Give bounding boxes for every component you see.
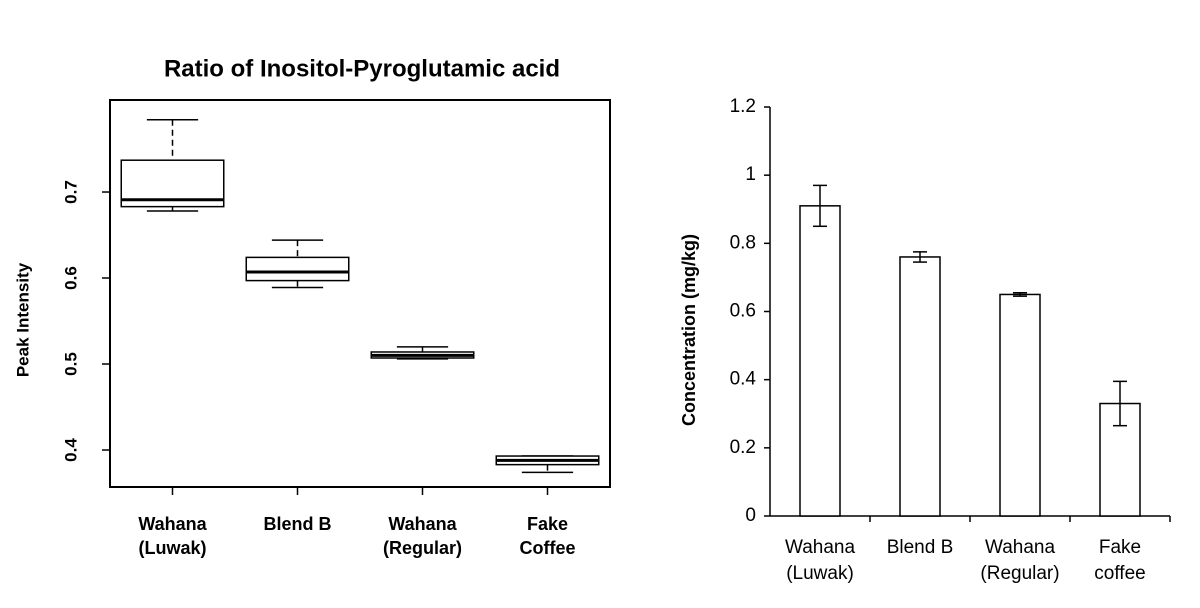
x-tick-label: Blend B (887, 537, 954, 558)
y-tick-label: 0.4 (730, 369, 757, 390)
chart-title: Ratio of Inositol-Pyroglutamic acid (164, 55, 560, 82)
y-tick-label: 0.7 (61, 180, 80, 204)
x-tick-label: Wahana (Luwak) (785, 537, 855, 584)
y-tick-label: 0.8 (730, 232, 756, 253)
y-tick-label: 0.4 (61, 438, 80, 462)
plot-frame (109, 99, 611, 488)
y-tick-label: 1 (745, 164, 756, 185)
y-tick-label: 0.2 (730, 437, 756, 458)
x-tick-label: Wahana (Regular) (383, 514, 462, 558)
box (245, 256, 350, 282)
x-tick-label: Blend B (263, 514, 331, 534)
y-axis-label: Concentration (mg/kg) (679, 234, 699, 426)
y-tick-label: 0.5 (61, 352, 80, 376)
y-tick-label: 1.2 (730, 96, 756, 117)
y-tick-label: 0.6 (61, 266, 80, 290)
x-tick-label: Fake coffee (1094, 537, 1145, 584)
bar (899, 256, 941, 517)
bar (999, 293, 1041, 517)
x-tick-label: Wahana (Luwak) (138, 514, 207, 558)
y-tick-label: 0 (745, 505, 756, 526)
y-axis-label: Peak Intensity (13, 262, 32, 377)
x-tick-label: Wahana (Regular) (980, 537, 1059, 584)
y-tick-label: 0.6 (730, 301, 756, 322)
x-tick-label: Fake Coffee (519, 514, 575, 558)
bar (799, 205, 841, 517)
